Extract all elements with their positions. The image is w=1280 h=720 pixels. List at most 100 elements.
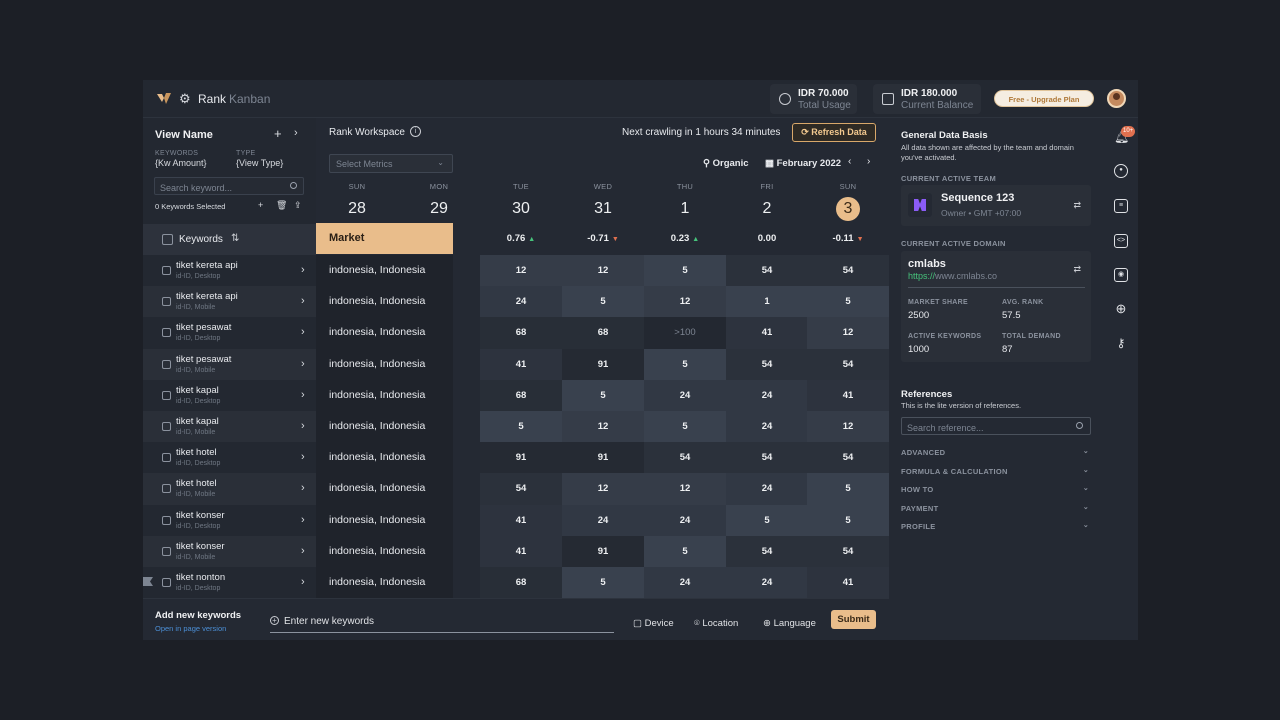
row-checkbox[interactable] bbox=[162, 421, 171, 431]
search-icon[interactable] bbox=[290, 182, 297, 189]
export-icon[interactable]: ⇪ bbox=[294, 200, 302, 210]
keyword-cell[interactable]: tiket kapal id-ID, Mobile › bbox=[143, 410, 316, 443]
rank-cell[interactable]: 91 bbox=[562, 535, 644, 567]
chevron-right-icon[interactable]: › bbox=[301, 544, 305, 557]
chevron-right-icon[interactable]: › bbox=[301, 451, 305, 464]
rank-cell[interactable]: 91 bbox=[562, 442, 644, 474]
day-column-header[interactable]: THU 1 bbox=[644, 182, 726, 221]
rank-cell[interactable]: 91 bbox=[562, 348, 644, 380]
table-row[interactable]: tiket konser id-ID, Mobile › indonesia, Ind… bbox=[143, 535, 889, 567]
row-checkbox[interactable] bbox=[162, 453, 171, 463]
device-option[interactable]: ▢ Device bbox=[633, 618, 674, 629]
rank-cell[interactable]: 24 bbox=[480, 286, 562, 318]
day-column-header[interactable]: SUN 3 bbox=[807, 182, 889, 221]
switch-domain-icon[interactable]: ⇄ bbox=[1073, 264, 1081, 274]
keyword-cell[interactable]: tiket konser id-ID, Desktop › bbox=[143, 504, 316, 536]
rank-cell[interactable]: 5 bbox=[562, 566, 644, 599]
rank-cell[interactable]: 5 bbox=[644, 410, 726, 443]
table-row[interactable]: tiket pesawat id-ID, Mobile › indonesia, In… bbox=[143, 348, 889, 380]
rank-cell[interactable]: >100 bbox=[644, 317, 726, 349]
rank-cell[interactable]: 54 bbox=[726, 442, 808, 474]
day-column-header[interactable]: MON 29 bbox=[398, 182, 480, 221]
row-checkbox[interactable] bbox=[162, 359, 171, 369]
eye-icon[interactable]: ◉ bbox=[1114, 268, 1128, 282]
rank-cell[interactable]: 54 bbox=[726, 535, 808, 567]
rank-cell[interactable]: 54 bbox=[644, 442, 726, 474]
rank-cell[interactable]: 5 bbox=[644, 255, 726, 287]
rank-cell[interactable]: 24 bbox=[726, 410, 808, 443]
open-page-version-link[interactable]: Open in page version bbox=[155, 624, 227, 633]
table-row[interactable]: tiket hotel id-ID, Desktop › indonesia, Ind… bbox=[143, 442, 889, 474]
brand-logo-icon[interactable] bbox=[157, 91, 171, 105]
avatar[interactable] bbox=[1107, 89, 1126, 108]
rank-cell[interactable]: 1 bbox=[726, 286, 808, 318]
keyword-cell[interactable]: tiket pesawat id-ID, Mobile › bbox=[143, 348, 316, 380]
row-checkbox[interactable] bbox=[162, 328, 171, 338]
nav-rank[interactable]: Rank bbox=[198, 92, 227, 106]
rank-cell[interactable]: 5 bbox=[807, 473, 889, 505]
chevron-right-icon[interactable]: › bbox=[301, 326, 305, 339]
domain-url[interactable]: https://www.cmlabs.co bbox=[908, 271, 997, 281]
rank-cell[interactable]: 24 bbox=[644, 504, 726, 536]
keyword-cell[interactable]: tiket pesawat id-ID, Desktop › bbox=[143, 317, 316, 349]
month-picker[interactable]: ▦ February 2022 bbox=[765, 158, 842, 169]
rank-cell[interactable]: 54 bbox=[807, 348, 889, 380]
chevron-right-icon[interactable]: › bbox=[301, 264, 305, 276]
chevron-right-icon[interactable]: › bbox=[301, 419, 305, 432]
sort-icon[interactable]: ⇅ bbox=[231, 233, 240, 244]
rank-cell[interactable]: 5 bbox=[644, 535, 726, 567]
rank-cell[interactable]: 91 bbox=[480, 442, 562, 474]
table-row[interactable]: tiket kereta api id-ID, Mobile › indonesia,… bbox=[143, 286, 889, 318]
trash-icon[interactable]: 🗑 bbox=[276, 200, 288, 210]
organic-filter[interactable]: ⚲ Organic bbox=[703, 158, 749, 169]
target-icon[interactable]: ● bbox=[1114, 164, 1128, 178]
upgrade-plan-button[interactable]: Free - Upgrade Plan bbox=[994, 90, 1094, 107]
rank-cell[interactable]: 54 bbox=[480, 473, 562, 505]
chevron-right-icon[interactable]: › bbox=[301, 357, 305, 370]
keyword-cell[interactable]: tiket nonton id-ID, Desktop › bbox=[143, 566, 316, 599]
rank-cell[interactable]: 68 bbox=[480, 566, 562, 599]
table-row[interactable]: tiket kapal id-ID, Desktop › indonesia, Ind… bbox=[143, 379, 889, 411]
chevron-right-icon[interactable]: › bbox=[301, 575, 305, 588]
nav-kanban[interactable]: Kanban bbox=[229, 92, 271, 106]
rank-cell[interactable]: 24 bbox=[644, 566, 726, 599]
row-checkbox[interactable] bbox=[162, 484, 171, 494]
rank-cell[interactable]: 68 bbox=[480, 379, 562, 411]
keyword-cell[interactable]: tiket kereta api id-ID, Mobile › bbox=[143, 286, 316, 318]
rank-cell[interactable]: 5 bbox=[807, 286, 889, 318]
table-row[interactable]: tiket pesawat id-ID, Desktop › indonesia, I… bbox=[143, 317, 889, 349]
add-keyword-icon[interactable]: + bbox=[258, 200, 264, 210]
row-checkbox[interactable] bbox=[162, 390, 171, 400]
day-column-header[interactable]: SUN 28 bbox=[316, 182, 398, 221]
table-row[interactable]: tiket kapal id-ID, Mobile › indonesia, Indo… bbox=[143, 410, 889, 443]
rank-cell[interactable]: 5 bbox=[562, 286, 644, 318]
row-checkbox[interactable] bbox=[162, 297, 171, 307]
rank-cell[interactable]: 68 bbox=[480, 317, 562, 349]
key-icon[interactable]: ⚷ bbox=[1116, 336, 1126, 350]
rank-cell[interactable]: 24 bbox=[726, 379, 808, 411]
rank-cell[interactable]: 41 bbox=[807, 566, 889, 599]
select-metrics-dropdown[interactable]: Select Metrics ⌄ bbox=[329, 154, 453, 173]
rank-cell[interactable]: 41 bbox=[807, 379, 889, 411]
rank-cell[interactable]: 5 bbox=[562, 379, 644, 411]
keyword-cell[interactable]: tiket konser id-ID, Mobile › bbox=[143, 535, 316, 567]
switch-team-icon[interactable]: ⇄ bbox=[1073, 200, 1081, 210]
rank-cell[interactable]: 54 bbox=[807, 535, 889, 567]
chevron-right-icon[interactable]: › bbox=[294, 127, 298, 139]
row-checkbox[interactable] bbox=[162, 546, 171, 556]
day-column-header[interactable]: WED 31 bbox=[562, 182, 644, 221]
rank-cell[interactable]: 41 bbox=[480, 535, 562, 567]
keyword-cell[interactable]: tiket kapal id-ID, Desktop › bbox=[143, 379, 316, 411]
code-icon[interactable]: <> bbox=[1114, 234, 1128, 248]
rank-cell[interactable]: 12 bbox=[807, 317, 889, 349]
globe-icon[interactable]: ⊕ bbox=[1115, 301, 1127, 316]
rank-cell[interactable]: 12 bbox=[562, 473, 644, 505]
table-row[interactable]: tiket kereta api id-ID, Desktop › indonesia… bbox=[143, 255, 889, 287]
day-column-header[interactable]: FRI 2 bbox=[726, 182, 808, 221]
row-checkbox[interactable] bbox=[162, 266, 171, 275]
keyword-search-input[interactable] bbox=[155, 180, 280, 196]
new-keywords-input[interactable] bbox=[284, 612, 604, 630]
rank-cell[interactable]: 12 bbox=[644, 473, 726, 505]
keyword-cell[interactable]: tiket kereta api id-ID, Desktop › bbox=[143, 255, 316, 287]
chevron-right-icon[interactable]: › bbox=[301, 388, 305, 401]
